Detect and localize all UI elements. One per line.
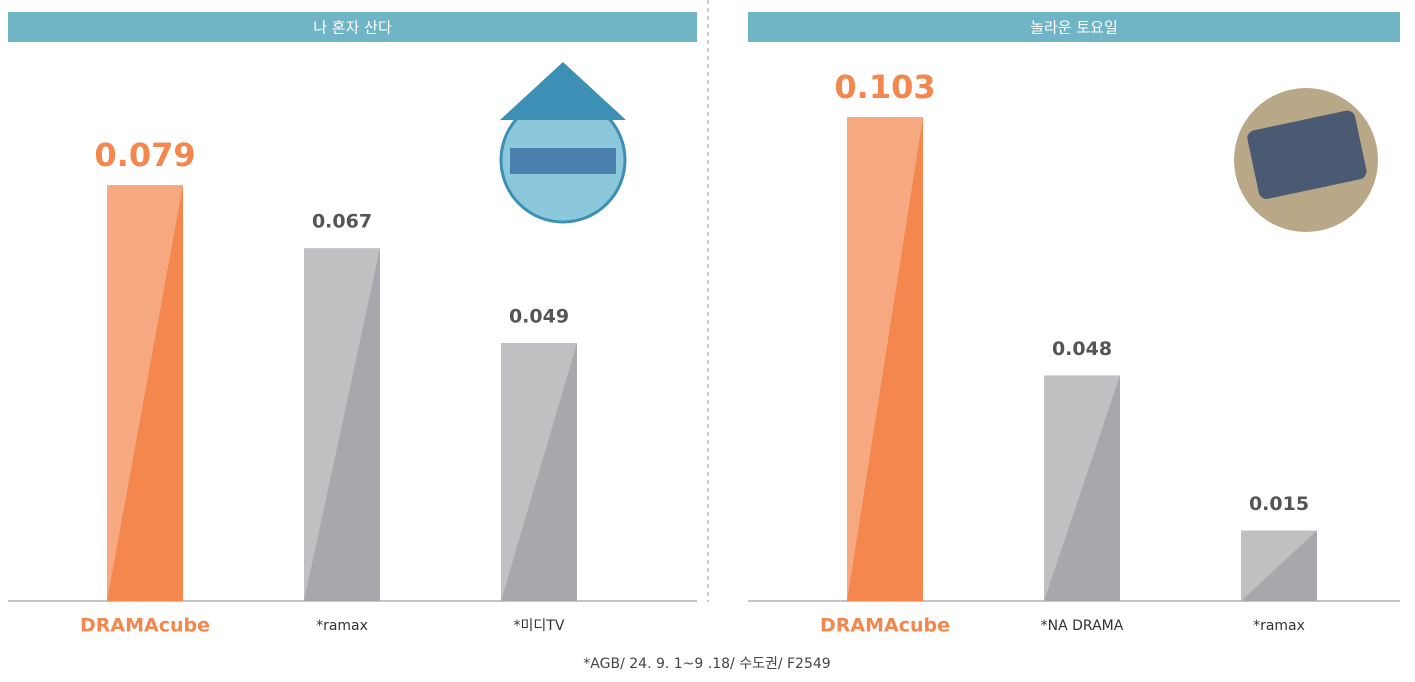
value-label: 0.048 [1052, 338, 1112, 360]
value-label: 0.015 [1249, 493, 1309, 515]
page: *AGB/ 24. 9. 1~9 .18/ 수도권/ F2549 나 혼자 산다… [0, 0, 1415, 682]
bar [1241, 531, 1317, 601]
chart-title: 놀라운 토요일 [1030, 19, 1118, 37]
category-label: DRAMAcube [820, 615, 950, 637]
value-label: 0.079 [94, 136, 195, 174]
value-label: 0.103 [834, 68, 935, 106]
bar [107, 185, 183, 601]
bar [847, 117, 923, 601]
value-label: 0.067 [312, 211, 372, 233]
category-label: *미디TV [514, 618, 565, 634]
logo-left [500, 62, 626, 222]
category-label: *ramax [1253, 618, 1305, 634]
bar [501, 343, 577, 601]
bar [304, 248, 380, 601]
chart-title: 나 혼자 산다 [313, 19, 392, 37]
category-label: DRAMAcube [80, 615, 210, 637]
value-label: 0.049 [509, 305, 569, 327]
footnote: *AGB/ 24. 9. 1~9 .18/ 수도권/ F2549 [583, 656, 830, 672]
logo-right [1234, 88, 1378, 232]
category-label: *ramax [316, 618, 368, 634]
bar [1044, 375, 1120, 601]
category-label: *NA DRAMA [1041, 618, 1124, 634]
